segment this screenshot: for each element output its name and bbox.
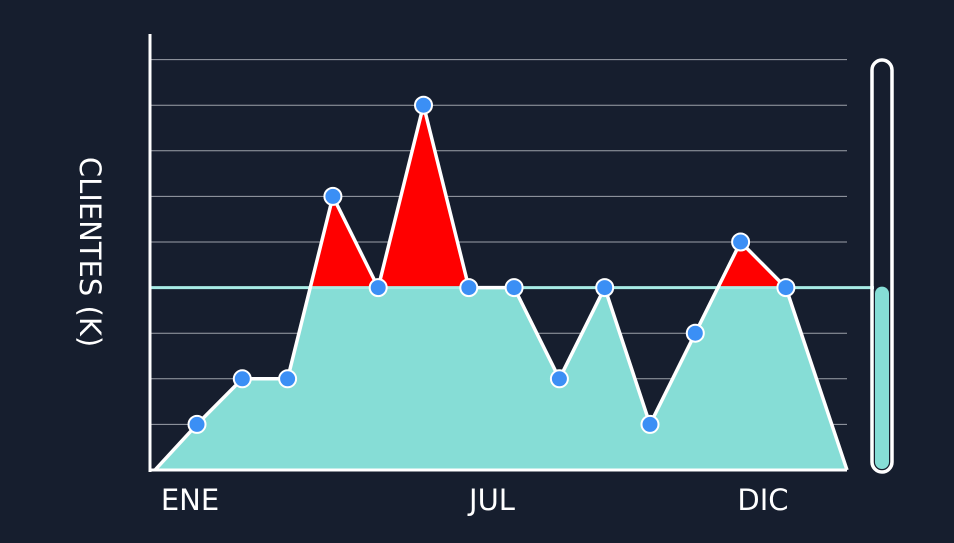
- level-gauge: [870, 58, 894, 474]
- data-point: [595, 278, 615, 298]
- data-point: [278, 369, 298, 389]
- axes: [148, 34, 847, 472]
- gauge-outline: [870, 58, 894, 474]
- data-point: [323, 186, 343, 206]
- data-point: [459, 278, 479, 298]
- data-point: [368, 278, 388, 298]
- series-layer: [153, 95, 849, 472]
- data-point: [776, 278, 796, 298]
- x-tick-labels: ENE JUL DIC: [161, 483, 789, 517]
- data-point: [187, 414, 207, 434]
- data-point: [549, 369, 569, 389]
- gauge-fill: [875, 286, 889, 469]
- x-tick-label: JUL: [467, 483, 515, 517]
- data-point: [685, 323, 705, 343]
- area-fill: [155, 287, 847, 470]
- data-point: [232, 369, 252, 389]
- data-point: [504, 278, 524, 298]
- series-line: [153, 103, 849, 472]
- x-tick-label: ENE: [161, 483, 219, 517]
- data-point: [414, 95, 433, 115]
- data-point: [640, 414, 660, 434]
- data-point: [731, 232, 751, 252]
- x-tick-label: DIC: [737, 483, 788, 517]
- y-axis-label: CLIENTES (K): [73, 157, 107, 347]
- above-threshold-area: [310, 105, 786, 288]
